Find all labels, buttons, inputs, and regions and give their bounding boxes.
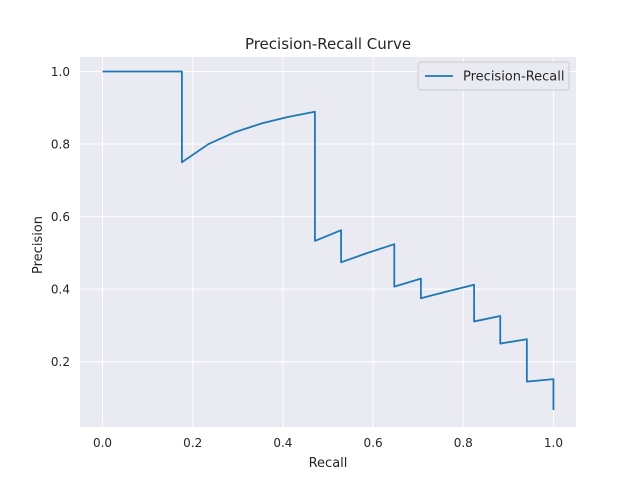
legend-box bbox=[417, 61, 570, 91]
x-tick-label: 0.4 bbox=[273, 436, 292, 450]
x-tick-label: 0.0 bbox=[93, 436, 112, 450]
x-tick-label: 1.0 bbox=[544, 436, 563, 450]
series-layer bbox=[102, 70, 555, 410]
y-tick-label: 1.0 bbox=[51, 65, 70, 79]
plot-area bbox=[80, 57, 576, 427]
y-axis-label: Precision bbox=[31, 216, 46, 274]
x-tick-label: 0.8 bbox=[454, 436, 473, 450]
x-axis-label: Recall bbox=[309, 456, 348, 471]
x-axis-ticks: 0.0 0.2 0.4 0.6 0.8 1.0 bbox=[93, 436, 563, 450]
legend: Precision-Recall bbox=[417, 61, 570, 91]
y-axis-ticks: 0.2 0.4 0.6 0.8 1.0 bbox=[51, 65, 70, 369]
x-tick-label: 0.2 bbox=[183, 436, 202, 450]
y-tick-label: 0.8 bbox=[51, 138, 70, 152]
x-tick-label: 0.6 bbox=[364, 436, 383, 450]
y-tick-label: 0.6 bbox=[51, 210, 70, 224]
chart-title: Precision-Recall Curve bbox=[245, 35, 411, 53]
y-tick-label: 0.4 bbox=[51, 283, 70, 297]
legend-entry-label: Precision-Recall bbox=[463, 70, 564, 85]
y-tick-label: 0.2 bbox=[51, 355, 70, 369]
series-line-precision-recall bbox=[102, 70, 555, 410]
